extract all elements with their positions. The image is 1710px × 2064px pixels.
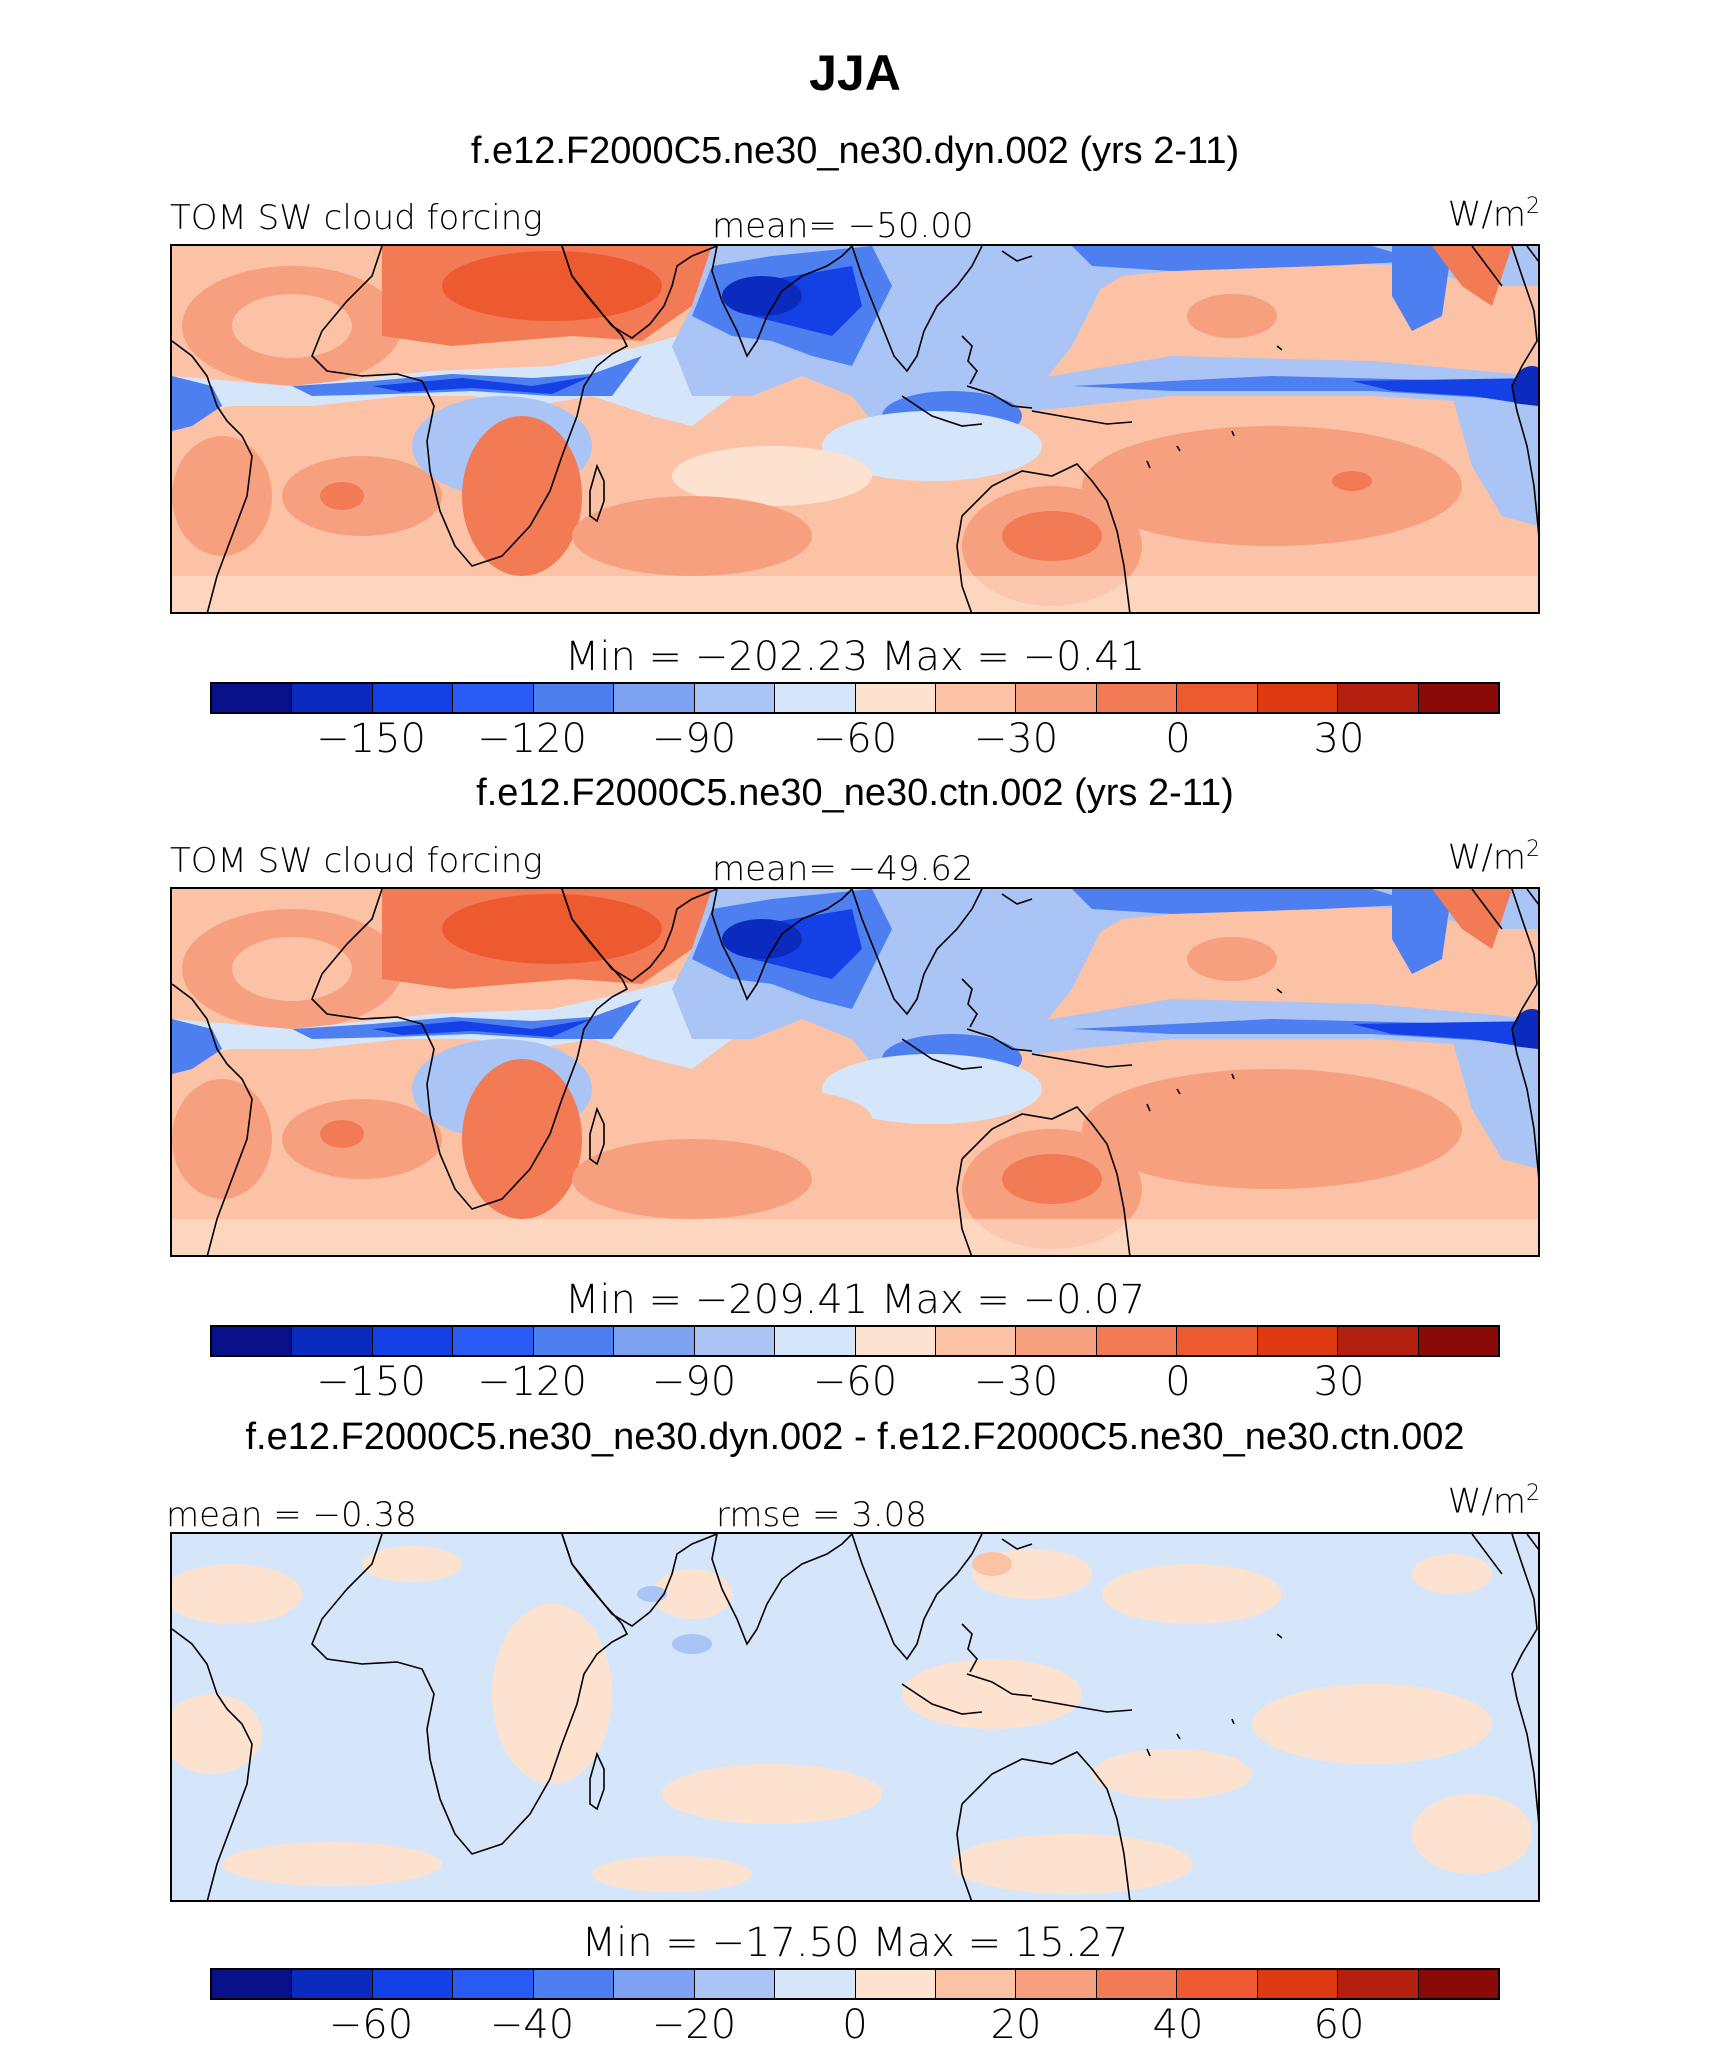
panel-2-mean-label: mean= −49.62	[712, 849, 974, 889]
colorbar-swatch	[694, 1327, 776, 1355]
panel-2-colorbar	[210, 1325, 1500, 1357]
panel-1-title: f.e12.F2000C5.ne30_ne30.dyn.002 (yrs 2-1…	[470, 130, 1240, 172]
colorbar-swatch	[775, 1970, 856, 1998]
panel-3-tick: −20	[651, 2002, 737, 2048]
colorbar-swatch	[533, 1327, 615, 1355]
colorbar-swatch	[614, 1970, 695, 1998]
colorbar-swatch	[1016, 1970, 1097, 1998]
colorbar-swatch	[694, 684, 776, 712]
colorbar-swatch	[614, 1327, 695, 1355]
panel-1-tick: −150	[316, 716, 426, 762]
panel-1-tick: −90	[651, 716, 737, 762]
colorbar-swatch	[453, 684, 534, 712]
panel-1-map	[170, 244, 1540, 614]
colorbar-swatch	[1096, 1970, 1178, 1998]
main-title: JJA	[809, 45, 901, 101]
colorbar-swatch	[372, 684, 454, 712]
colorbar-swatch	[533, 684, 615, 712]
panel-3-tick: 0	[842, 2002, 868, 2048]
colorbar-swatch	[614, 684, 695, 712]
panel-3-rmse-label: rmse = 3.08	[716, 1495, 927, 1535]
colorbar-swatch	[1338, 684, 1419, 712]
panel-3-title: f.e12.F2000C5.ne30_ne30.dyn.002 - f.e12.…	[245, 1416, 1465, 1458]
panel-1-tick: −30	[973, 716, 1059, 762]
colorbar-swatch	[453, 1970, 534, 1998]
panel-1-colorbar	[210, 682, 1500, 714]
panel-3-tick: 40	[1152, 2002, 1204, 2048]
panel-1-tick: 30	[1313, 716, 1365, 762]
colorbar-swatch	[1177, 1327, 1258, 1355]
panel-1-tick: −60	[812, 716, 898, 762]
colorbar-swatch	[694, 1970, 776, 1998]
panel-2-tick: 30	[1313, 1359, 1365, 1405]
colorbar-swatch	[935, 684, 1017, 712]
colorbar-swatch	[1257, 1970, 1339, 1998]
panel-1-variable-label: TOM SW cloud forcing	[170, 198, 543, 238]
colorbar-swatch	[855, 1327, 936, 1355]
panel-3-map	[170, 1532, 1540, 1902]
panel-2-tick: −120	[477, 1359, 587, 1405]
colorbar-swatch	[775, 684, 856, 712]
colorbar-swatch	[1016, 684, 1097, 712]
colorbar-swatch	[1418, 1970, 1498, 1998]
panel-2-colorbar-label: Min = −209.41 Max = −0.07	[564, 1277, 1146, 1323]
colorbar-swatch	[855, 1970, 936, 1998]
panel-3-colorbar	[210, 1968, 1500, 2000]
panel-3-colorbar-label: Min = −17.50 Max = 15.27	[581, 1920, 1129, 1966]
panel-2-tick: 0	[1165, 1359, 1191, 1405]
panel-1-colorbar-label: Min = −202.23 Max = −0.41	[564, 634, 1146, 680]
colorbar-swatch	[1257, 1327, 1339, 1355]
panel-2-map	[170, 887, 1540, 1257]
panel-2-title: f.e12.F2000C5.ne30_ne30.ctn.002 (yrs 2-1…	[476, 772, 1234, 814]
panel-2-units: W/m2	[1447, 837, 1540, 878]
panel-2-variable-label: TOM SW cloud forcing	[170, 841, 543, 881]
panel-3-mean-label: mean = −0.38	[166, 1495, 417, 1535]
colorbar-swatch	[855, 684, 936, 712]
colorbar-swatch	[935, 1970, 1017, 1998]
panel-2-tick: −60	[812, 1359, 898, 1405]
panel-3-tick: −40	[489, 2002, 575, 2048]
colorbar-swatch	[212, 1970, 293, 1998]
colorbar-swatch	[935, 1327, 1017, 1355]
colorbar-swatch	[372, 1327, 454, 1355]
colorbar-swatch	[1418, 1327, 1498, 1355]
colorbar-swatch	[1016, 1327, 1097, 1355]
colorbar-swatch	[533, 1970, 615, 1998]
colorbar-swatch	[212, 1327, 293, 1355]
panel-1-units: W/m2	[1447, 194, 1540, 235]
panel-1-tick: −120	[477, 716, 587, 762]
panel-3-units: W/m2	[1447, 1481, 1540, 1522]
panel-3-tick: 60	[1313, 2002, 1365, 2048]
colorbar-swatch	[292, 684, 373, 712]
colorbar-swatch	[1257, 684, 1339, 712]
colorbar-swatch	[372, 1970, 454, 1998]
colorbar-swatch	[775, 1327, 856, 1355]
colorbar-swatch	[1177, 1970, 1258, 1998]
colorbar-swatch	[1418, 684, 1498, 712]
colorbar-swatch	[1096, 684, 1178, 712]
colorbar-swatch	[1096, 1327, 1178, 1355]
panel-1-mean-label: mean= −50.00	[712, 206, 974, 246]
panel-3-tick: −60	[328, 2002, 414, 2048]
panel-2-tick: −90	[651, 1359, 737, 1405]
colorbar-swatch	[1177, 684, 1258, 712]
panel-3-tick: 20	[990, 2002, 1042, 2048]
panel-2-tick: −150	[316, 1359, 426, 1405]
colorbar-swatch	[453, 1327, 534, 1355]
colorbar-swatch	[1338, 1327, 1419, 1355]
colorbar-swatch	[1338, 1970, 1419, 1998]
colorbar-swatch	[212, 684, 293, 712]
panel-2-tick: −30	[973, 1359, 1059, 1405]
colorbar-swatch	[292, 1327, 373, 1355]
panel-1-tick: 0	[1165, 716, 1191, 762]
colorbar-swatch	[292, 1970, 373, 1998]
